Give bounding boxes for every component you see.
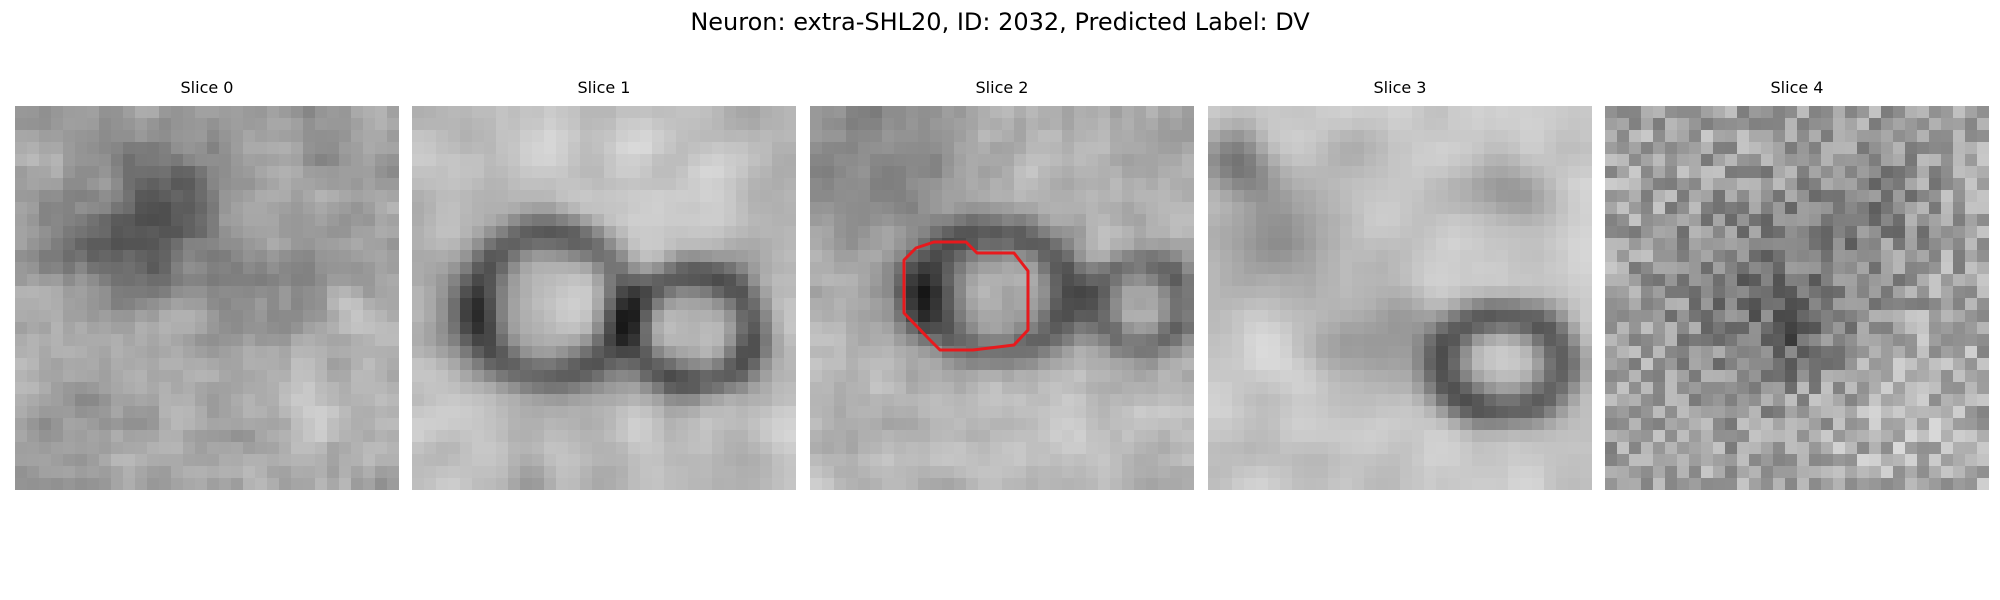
slice-title-3: Slice 3 bbox=[1373, 78, 1427, 97]
slice-title-1: Slice 1 bbox=[577, 78, 631, 97]
slice-panel-1: Slice 1 bbox=[412, 78, 796, 490]
slice-panel-3: Slice 3 bbox=[1208, 78, 1592, 490]
figure-title: Neuron: extra-SHL20, ID: 2032, Predicted… bbox=[690, 8, 1310, 36]
slice-panel-4: Slice 4 bbox=[1605, 78, 1989, 490]
slice-title-2: Slice 2 bbox=[975, 78, 1029, 97]
slice-image-0 bbox=[15, 106, 399, 490]
slice-title-4: Slice 4 bbox=[1770, 78, 1824, 97]
slice-image-1 bbox=[412, 106, 796, 490]
slice-image-3 bbox=[1208, 106, 1592, 490]
slice-image-2 bbox=[810, 106, 1194, 490]
slice-panel-2: Slice 2 bbox=[810, 78, 1194, 490]
slice-image-4 bbox=[1605, 106, 1989, 490]
slice-title-0: Slice 0 bbox=[180, 78, 234, 97]
slice-panel-0: Slice 0 bbox=[15, 78, 399, 490]
